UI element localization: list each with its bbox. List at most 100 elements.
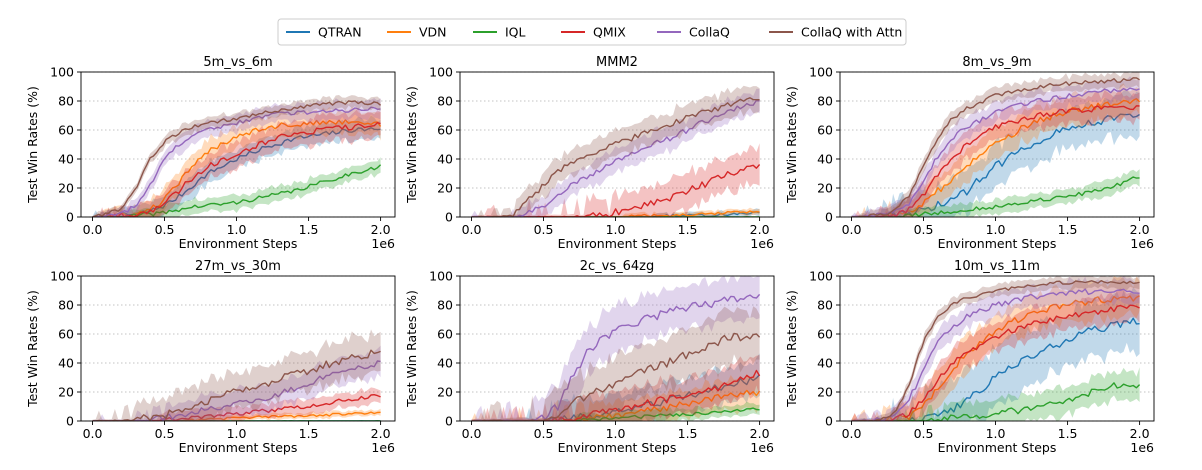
x-axis-multiplier: 1e6 xyxy=(750,236,774,251)
y-tick-label: 80 xyxy=(58,298,74,313)
x-tick-label: 2.0 xyxy=(1130,426,1150,441)
x-tick-label: 1.0 xyxy=(606,426,626,441)
x-tick-label: 1.5 xyxy=(299,222,319,237)
y-tick-label: 80 xyxy=(58,94,74,109)
y-tick-label: 80 xyxy=(437,298,453,313)
y-tick-label: 40 xyxy=(437,356,453,371)
y-tick-label: 60 xyxy=(817,327,833,342)
x-tick-label: 0.5 xyxy=(155,426,175,441)
y-tick-label: 100 xyxy=(809,269,833,284)
panel-title: 27m_vs_30m xyxy=(195,259,281,274)
y-tick-label: 20 xyxy=(817,181,833,196)
y-tick-label: 100 xyxy=(50,269,74,284)
y-tick-label: 20 xyxy=(58,385,74,400)
y-tick-label: 60 xyxy=(58,123,74,138)
y-tick-label: 80 xyxy=(817,298,833,313)
y-tick-label: 40 xyxy=(58,152,74,167)
chart-panels: 0 20 40 60 80 100 0.0 0.5 1.0 1.5 2.0 5m_vs_6m Envir… xyxy=(25,55,1154,455)
y-tick-label: 0 xyxy=(825,414,833,429)
y-axis-label: Test Win Rates (%) xyxy=(784,290,799,408)
legend-label-collaq-with-attn: CollaQ with Attn xyxy=(801,25,902,40)
y-tick-label: 0 xyxy=(825,210,833,225)
x-axis-multiplier: 1e6 xyxy=(1130,236,1154,251)
y-tick-label: 0 xyxy=(445,414,453,429)
x-tick-label: 1.0 xyxy=(986,222,1006,237)
y-tick-label: 40 xyxy=(58,356,74,371)
y-tick-label: 100 xyxy=(429,269,453,284)
panel-title: 10m_vs_11m xyxy=(954,259,1040,274)
x-tick-label: 2.0 xyxy=(1130,222,1150,237)
x-tick-label: 0.5 xyxy=(914,426,934,441)
y-tick-label: 60 xyxy=(437,123,453,138)
x-tick-label: 0.0 xyxy=(462,426,482,441)
y-tick-label: 100 xyxy=(50,65,74,80)
y-tick-label: 60 xyxy=(817,123,833,138)
y-axis-label: Test Win Rates (%) xyxy=(404,290,419,408)
y-tick-label: 100 xyxy=(429,65,453,80)
x-tick-label: 2.0 xyxy=(750,222,770,237)
y-tick-label: 0 xyxy=(66,210,74,225)
x-tick-label: 1.0 xyxy=(986,426,1006,441)
x-tick-label: 1.0 xyxy=(606,222,626,237)
x-tick-label: 1.5 xyxy=(299,426,319,441)
x-axis-label: Environment Steps xyxy=(179,236,298,251)
x-tick-label: 1.5 xyxy=(1058,222,1078,237)
panel-10m-vs-11m: 0 20 40 60 80 100 0.0 0.5 1.0 1.5 2.0 10m_vs_11m Env… xyxy=(784,259,1154,455)
x-tick-label: 1.0 xyxy=(227,222,247,237)
plot-area xyxy=(472,276,760,421)
y-tick-label: 80 xyxy=(437,94,453,109)
y-tick-label: 60 xyxy=(437,327,453,342)
x-axis-label: Environment Steps xyxy=(938,440,1057,455)
x-axis-multiplier: 1e6 xyxy=(750,440,774,455)
x-axis-multiplier: 1e6 xyxy=(371,440,395,455)
y-tick-label: 20 xyxy=(817,385,833,400)
legend-label-vdn: VDN xyxy=(419,25,447,40)
x-tick-label: 0.5 xyxy=(534,426,554,441)
x-tick-label: 2.0 xyxy=(371,426,391,441)
y-axis-label: Test Win Rates (%) xyxy=(784,86,799,204)
x-tick-label: 1.5 xyxy=(678,426,698,441)
legend-label-iql: IQL xyxy=(505,25,526,40)
panel-title: MMM2 xyxy=(596,55,638,70)
y-tick-label: 0 xyxy=(66,414,74,429)
x-tick-label: 0.0 xyxy=(842,426,862,441)
x-axis-multiplier: 1e6 xyxy=(371,236,395,251)
x-tick-label: 0.5 xyxy=(534,222,554,237)
y-tick-label: 20 xyxy=(58,181,74,196)
panel-title: 5m_vs_6m xyxy=(203,55,272,70)
x-tick-label: 1.5 xyxy=(678,222,698,237)
y-axis-label: Test Win Rates (%) xyxy=(25,86,40,204)
y-tick-label: 60 xyxy=(58,327,74,342)
x-tick-label: 1.0 xyxy=(227,426,247,441)
x-tick-label: 0.0 xyxy=(83,426,103,441)
x-axis-label: Environment Steps xyxy=(558,440,677,455)
y-tick-label: 80 xyxy=(817,94,833,109)
plot-area xyxy=(852,72,1140,217)
x-tick-label: 2.0 xyxy=(750,426,770,441)
y-tick-label: 40 xyxy=(817,356,833,371)
y-tick-label: 20 xyxy=(437,385,453,400)
x-axis-label: Environment Steps xyxy=(558,236,677,251)
x-tick-label: 0.0 xyxy=(842,222,862,237)
y-axis-label: Test Win Rates (%) xyxy=(25,290,40,408)
x-tick-label: 1.5 xyxy=(1058,426,1078,441)
legend-label-qtran: QTRAN xyxy=(318,25,362,40)
y-tick-label: 0 xyxy=(445,210,453,225)
plot-area xyxy=(472,86,760,217)
y-tick-label: 20 xyxy=(437,181,453,196)
panel-title: 8m_vs_9m xyxy=(962,55,1031,70)
plot-area xyxy=(93,95,381,217)
x-tick-label: 0.5 xyxy=(155,222,175,237)
x-tick-label: 0.0 xyxy=(83,222,103,237)
x-tick-label: 0.0 xyxy=(462,222,482,237)
plot-area xyxy=(852,276,1140,421)
y-axis-label: Test Win Rates (%) xyxy=(404,86,419,204)
x-axis-label: Environment Steps xyxy=(179,440,298,455)
